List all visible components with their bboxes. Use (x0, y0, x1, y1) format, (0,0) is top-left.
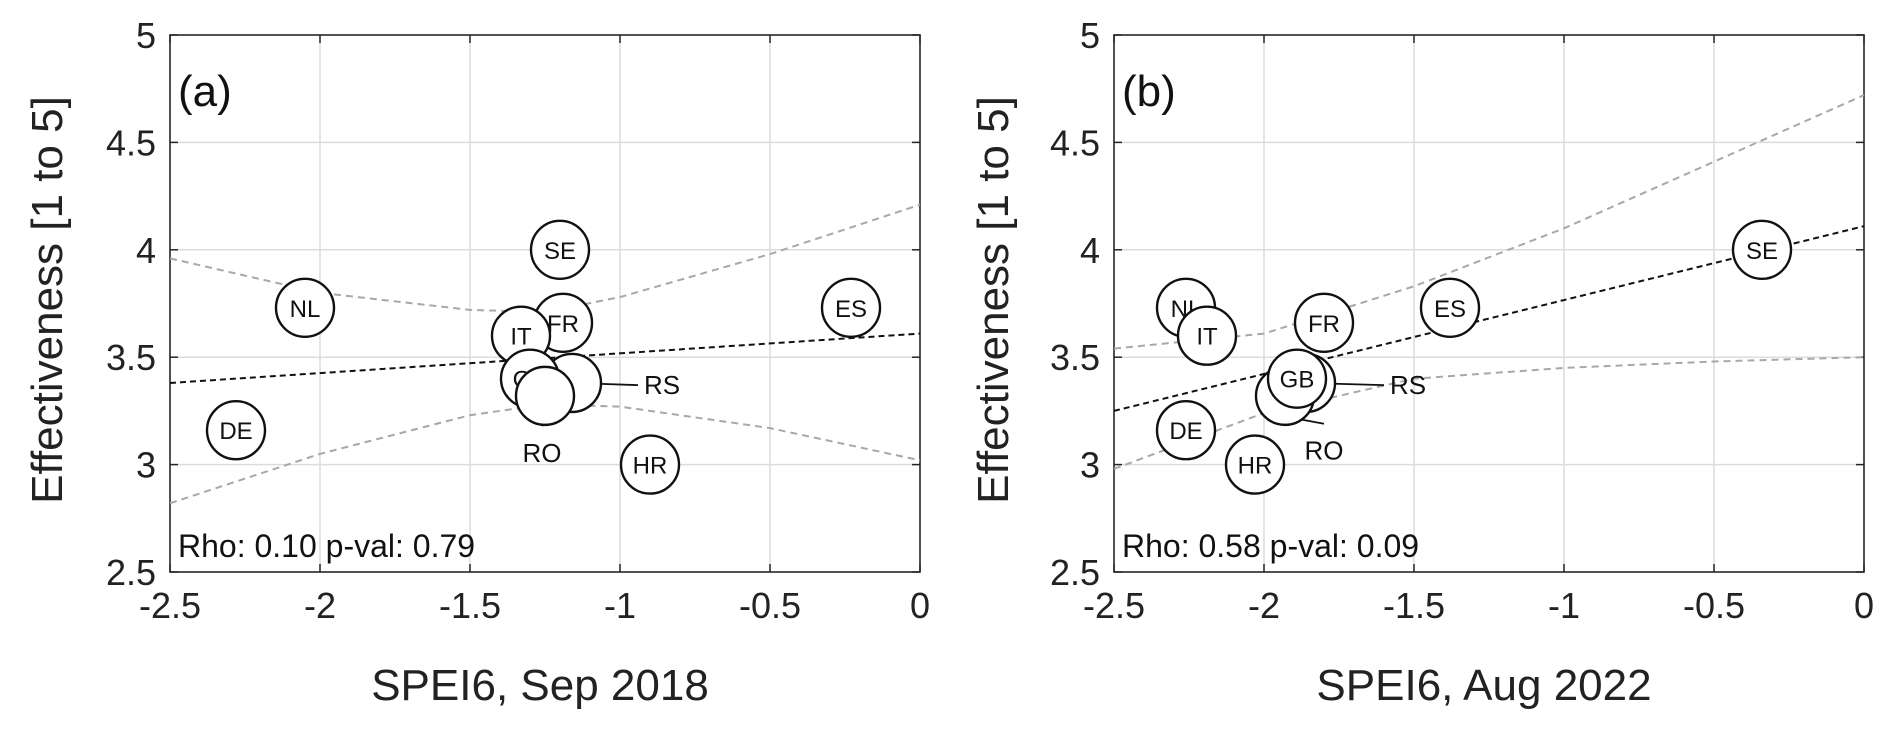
panel-b-point-rs-label: RS (1390, 370, 1426, 400)
panel-b-point-gb (1266, 348, 1328, 409)
panel-a-point-hr-label: HR (633, 453, 668, 480)
panel-a-y-tick-label: 3.5 (106, 337, 156, 378)
panel-a-x-tick-label: 0 (910, 585, 930, 626)
panel-a-x-tick-label: -1.5 (439, 585, 501, 626)
panel-b-x-tick-label: -2.5 (1083, 585, 1145, 626)
panel-a-y-tick-label: 4.5 (106, 122, 156, 163)
panel-b-point-it-label: IT (1196, 324, 1218, 351)
panel-a: NLDESEFRITRSGBROHRES Effectiveness [1 to… (23, 15, 930, 710)
panel-a-axes-box (169, 34, 921, 573)
panel-a-point-rs-label: RS (644, 370, 680, 400)
panel-a-plot: NLDESEFRITRSGBROHRES (169, 34, 921, 573)
panel-b-point-hr-label: HR (1238, 453, 1273, 480)
panel-b-y-tick-label: 5 (1080, 15, 1100, 56)
panel-a-stat-annotation: Rho: 0.10 p-val: 0.79 (178, 528, 475, 564)
panel-a-y-axis-label: Effectiveness [1 to 5] (23, 96, 72, 504)
panel-a-x-tick-label: -2 (304, 585, 336, 626)
panel-a-point-se (529, 219, 591, 281)
panel-b-ci-upper-curve (1113, 94, 1865, 350)
panel-a-point-ro-label: RO (523, 438, 562, 468)
panel-b-y-axis-label: Effectiveness [1 to 5] (969, 96, 1018, 504)
panel-b-x-tick-label: -1 (1548, 585, 1580, 626)
panel-b-y-tick-label: 3.5 (1050, 337, 1100, 378)
panel-b-x-tick-label: 0 (1854, 585, 1874, 626)
panel-b-stat-annotation: Rho: 0.58 p-val: 0.09 (1122, 528, 1419, 564)
panel-b-plot-area (1114, 35, 1864, 572)
panel-a-y-tick-label: 3 (136, 445, 156, 486)
panel-b-point-de-label: DE (1169, 418, 1202, 445)
panel-b-point-hr (1224, 434, 1286, 495)
panel-a-point-nl-label: NL (290, 296, 321, 323)
panel-b-y-tick-label: 2.5 (1050, 552, 1100, 593)
panel-b-point-se-label: SE (1746, 238, 1778, 265)
panel-a-point-rs-callout-line (600, 382, 639, 387)
panel-a-x-tick-label: -0.5 (739, 585, 801, 626)
panel-b-x-axis-label: SPEI6, Aug 2022 (1316, 661, 1651, 710)
panel-a-tag: (a) (178, 67, 232, 116)
panel-a-y-tick-label: 4 (136, 230, 156, 271)
panel-a-point-ro (514, 365, 576, 427)
panel-b-point-se (1731, 219, 1793, 281)
panel-b-point-es (1419, 277, 1481, 338)
panel-b-point-es-label: ES (1434, 296, 1466, 323)
panel-b-point-de (1155, 400, 1217, 461)
panel-b-axes-box (1113, 34, 1865, 573)
panel-a-point-it-label: IT (510, 324, 532, 351)
panel-a-y-tick-label: 5 (136, 15, 156, 56)
panel-b-point-fr-label: FR (1308, 311, 1340, 338)
panel-b-point-it (1176, 305, 1238, 366)
panel-b-point-fr (1293, 292, 1355, 354)
panel-b-x-tick-label: -2 (1248, 585, 1280, 626)
panel-a-point-es (820, 277, 882, 338)
panel-a-x-tick-label: -2.5 (139, 585, 201, 626)
panel-b-y-tick-label: 3 (1080, 445, 1100, 486)
panel-b-y-tick-label: 4 (1080, 230, 1100, 271)
panel-a-y-tick-label: 2.5 (106, 552, 156, 593)
panel-b-y-tick-label: 4.5 (1050, 122, 1100, 163)
panel-b-point-ro-label: RO (1305, 436, 1344, 466)
panel-b-x-tick-label: -0.5 (1683, 585, 1745, 626)
panel-a-point-nl (274, 277, 336, 338)
panel-a-point-ro-callout-line (541, 424, 545, 427)
panel-a-point-hr (619, 434, 681, 495)
panel-b-ci-lower-curve (1113, 356, 1865, 470)
panel-b-point-rs-callout-line (1334, 382, 1385, 387)
panel-a-point-es-label: ES (835, 296, 867, 323)
panel-b-x-tick-label: -1.5 (1383, 585, 1445, 626)
panel-b-point-ro-callout-line (1301, 418, 1325, 425)
panel-a-x-axis-label: SPEI6, Sep 2018 (371, 661, 709, 710)
panel-a-point-se-label: SE (544, 238, 576, 265)
panel-a-point-fr-label: FR (547, 311, 579, 338)
panel-a-ci-upper-curve (169, 203, 921, 314)
panel-b-point-gb-label: GB (1280, 367, 1315, 394)
panel-a-x-tick-label: -1 (604, 585, 636, 626)
panel-b-tag: (b) (1122, 67, 1176, 116)
panel-a-point-de-label: DE (219, 418, 252, 445)
panel-a-point-de (205, 400, 267, 461)
